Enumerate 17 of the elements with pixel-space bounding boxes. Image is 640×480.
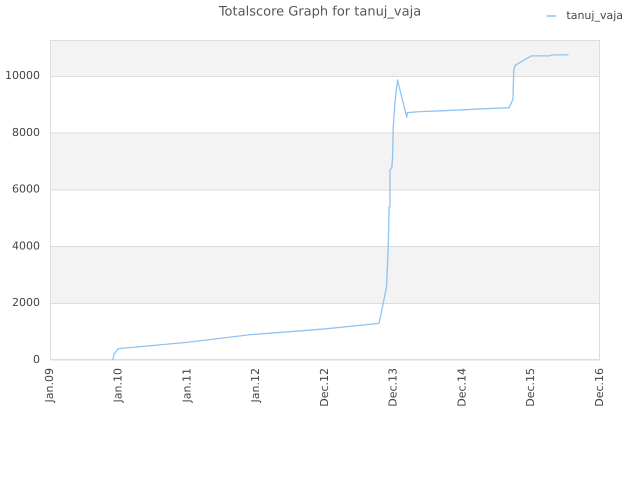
x-tick-label: Jan.09 xyxy=(42,368,56,404)
legend-label: tanuj_vaja xyxy=(566,8,624,22)
x-tick-label: Dec.13 xyxy=(386,368,400,407)
x-tick-label: Jan.10 xyxy=(112,368,125,404)
y-tick-label: 6000 xyxy=(12,182,40,196)
x-tick-label: Dec.12 xyxy=(318,368,331,407)
y-tick-label: 10000 xyxy=(5,69,40,82)
x-tick-label: Dec.16 xyxy=(592,368,606,407)
y-tick-label: 8000 xyxy=(12,126,40,139)
x-tick-label: Jan.11 xyxy=(180,368,194,404)
x-tick-label: Dec.15 xyxy=(524,368,538,407)
y-tick-label: 0 xyxy=(33,352,40,366)
x-tick-label: Jan.12 xyxy=(249,368,262,404)
chart-title: Totalscore Graph for tanuj_vaja xyxy=(218,4,422,20)
y-tick-label: 4000 xyxy=(12,239,40,252)
x-tick-label: Dec.14 xyxy=(455,368,468,407)
y-tick-label: 2000 xyxy=(12,296,40,310)
